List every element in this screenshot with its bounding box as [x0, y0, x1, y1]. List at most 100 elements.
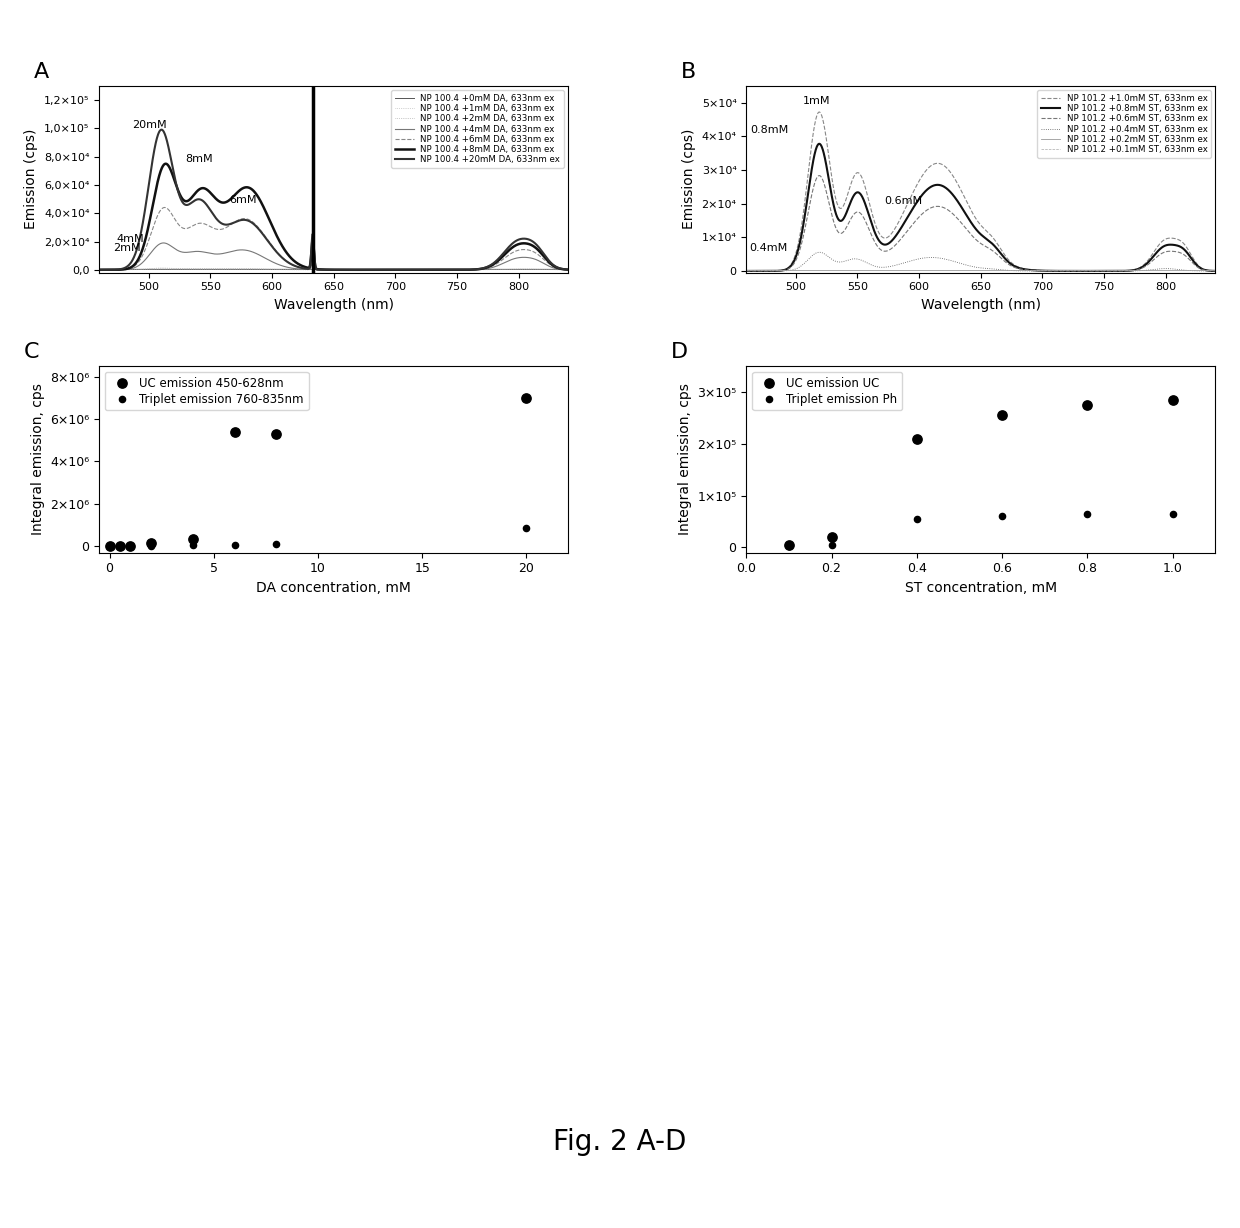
NP 100.4 +2mM DA, 633nm ex: [401, 263, 415, 278]
NP 100.4 +8mM DA, 633nm ex: [548, 259, 563, 274]
NP 101.2 +1.0mM ST, 633nm ex: [967, 209, 982, 223]
NP 100.4 +20mM DA, 633nm ex: [548, 259, 563, 274]
X-axis label: DA concentration, mM: DA concentration, mM: [257, 581, 412, 594]
NP 101.2 +0.6mM ST, 633nm ex: [1208, 264, 1223, 279]
NP 100.4 +0mM DA, 633nm ex: [461, 262, 476, 276]
NP 101.2 +1.0mM ST, 633nm ex: [1109, 264, 1123, 279]
Triplet emission 760-835nm: [184, 535, 203, 555]
NP 101.2 +0.1mM ST, 633nm ex: [955, 263, 970, 278]
NP 101.2 +0.1mM ST, 633nm ex: [1208, 263, 1223, 278]
NP 100.4 +1mM DA, 633nm ex: [547, 263, 562, 278]
NP 100.4 +2mM DA, 633nm ex: [560, 263, 575, 278]
Legend: NP 101.2 +1.0mM ST, 633nm ex, NP 101.2 +0.8mM ST, 633nm ex, NP 101.2 +0.6mM ST, : NP 101.2 +1.0mM ST, 633nm ex, NP 101.2 +…: [1038, 91, 1211, 157]
Line: NP 100.4 +8mM DA, 633nm ex: NP 100.4 +8mM DA, 633nm ex: [99, 163, 568, 270]
Text: 6mM: 6mM: [228, 195, 257, 205]
UC emission 450-628nm: [517, 388, 537, 408]
NP 101.2 +0.8mM ST, 633nm ex: [1208, 264, 1223, 279]
NP 100.4 +8mM DA, 633nm ex: [560, 263, 575, 278]
Text: 0.4mM: 0.4mM: [749, 243, 787, 253]
UC emission UC: [1078, 395, 1097, 415]
NP 101.2 +0.8mM ST, 633nm ex: [763, 264, 777, 279]
Y-axis label: Emission (cps): Emission (cps): [682, 129, 696, 230]
NP 101.2 +1.0mM ST, 633nm ex: [1208, 264, 1223, 279]
NP 101.2 +0.2mM ST, 633nm ex: [739, 263, 754, 278]
UC emission UC: [992, 405, 1012, 425]
NP 100.4 +2mM DA, 633nm ex: [92, 263, 107, 278]
NP 100.4 +20mM DA, 633nm ex: [308, 257, 322, 271]
NP 101.2 +1.0mM ST, 633nm ex: [1194, 260, 1209, 275]
NP 101.2 +0.6mM ST, 633nm ex: [812, 168, 827, 183]
NP 101.2 +0.2mM ST, 633nm ex: [763, 263, 777, 278]
NP 101.2 +0.2mM ST, 633nm ex: [1109, 263, 1123, 278]
Triplet emission 760-835nm: [110, 537, 130, 556]
Triplet emission 760-835nm: [99, 537, 119, 556]
NP 101.2 +0.8mM ST, 633nm ex: [812, 136, 827, 151]
NP 101.2 +0.8mM ST, 633nm ex: [967, 220, 982, 235]
UC emission 450-628nm: [224, 422, 244, 442]
NP 100.4 +2mM DA, 633nm ex: [320, 263, 335, 278]
NP 101.2 +0.2mM ST, 633nm ex: [1208, 263, 1223, 278]
NP 100.4 +1mM DA, 633nm ex: [115, 263, 130, 278]
NP 100.4 +1mM DA, 633nm ex: [461, 263, 476, 278]
NP 100.4 +20mM DA, 633nm ex: [92, 263, 107, 278]
NP 101.2 +0.4mM ST, 633nm ex: [812, 244, 827, 259]
Text: 0.8mM: 0.8mM: [750, 125, 789, 135]
NP 101.2 +0.4mM ST, 633nm ex: [967, 259, 982, 274]
NP 100.4 +20mM DA, 633nm ex: [115, 262, 130, 276]
X-axis label: Wavelength (nm): Wavelength (nm): [921, 298, 1040, 312]
Line: NP 101.2 +1.0mM ST, 633nm ex: NP 101.2 +1.0mM ST, 633nm ex: [746, 112, 1215, 271]
NP 100.4 +0mM DA, 633nm ex: [560, 262, 575, 276]
NP 100.4 +1mM DA, 633nm ex: [155, 262, 170, 276]
UC emission 450-628nm: [120, 535, 140, 555]
Text: 20mM: 20mM: [133, 120, 167, 130]
NP 101.2 +0.6mM ST, 633nm ex: [955, 216, 970, 231]
NP 100.4 +8mM DA, 633nm ex: [547, 259, 562, 274]
Triplet emission 760-835nm: [120, 535, 140, 555]
NP 101.2 +0.2mM ST, 633nm ex: [1194, 263, 1209, 278]
NP 100.4 +2mM DA, 633nm ex: [308, 262, 322, 276]
Legend: UC emission UC, Triplet emission Ph: UC emission UC, Triplet emission Ph: [753, 372, 903, 410]
NP 101.2 +0.4mM ST, 633nm ex: [763, 264, 777, 279]
NP 100.4 +0mM DA, 633nm ex: [92, 262, 107, 276]
NP 100.4 +4mM DA, 633nm ex: [92, 263, 107, 278]
Text: A: A: [33, 63, 48, 82]
NP 100.4 +4mM DA, 633nm ex: [320, 263, 335, 278]
NP 100.4 +20mM DA, 633nm ex: [402, 263, 417, 278]
NP 101.2 +1.0mM ST, 633nm ex: [812, 104, 827, 119]
UC emission 450-628nm: [267, 424, 286, 443]
NP 100.4 +8mM DA, 633nm ex: [92, 263, 107, 278]
NP 101.2 +0.2mM ST, 633nm ex: [1194, 263, 1209, 278]
NP 100.4 +0mM DA, 633nm ex: [308, 262, 322, 276]
Triplet emission Ph: [1078, 503, 1097, 523]
Line: NP 100.4 +2mM DA, 633nm ex: NP 100.4 +2mM DA, 633nm ex: [99, 268, 568, 270]
UC emission UC: [1163, 389, 1183, 409]
NP 101.2 +0.2mM ST, 633nm ex: [967, 263, 982, 278]
UC emission 450-628nm: [99, 537, 119, 556]
NP 100.4 +1mM DA, 633nm ex: [320, 263, 335, 278]
NP 100.4 +2mM DA, 633nm ex: [115, 263, 130, 278]
NP 101.2 +1.0mM ST, 633nm ex: [739, 264, 754, 279]
Legend: UC emission 450-628nm, Triplet emission 760-835nm: UC emission 450-628nm, Triplet emission …: [105, 372, 309, 410]
NP 100.4 +20mM DA, 633nm ex: [320, 263, 335, 278]
NP 101.2 +0.1mM ST, 633nm ex: [1194, 263, 1209, 278]
NP 101.2 +0.1mM ST, 633nm ex: [763, 263, 777, 278]
NP 100.4 +2mM DA, 633nm ex: [547, 263, 562, 278]
Text: D: D: [671, 343, 688, 362]
NP 101.2 +0.8mM ST, 633nm ex: [1109, 264, 1123, 279]
NP 100.4 +1mM DA, 633nm ex: [548, 263, 563, 278]
NP 100.4 +6mM DA, 633nm ex: [115, 262, 130, 276]
NP 100.4 +20mM DA, 633nm ex: [560, 263, 575, 278]
NP 101.2 +0.4mM ST, 633nm ex: [1208, 264, 1223, 279]
UC emission UC: [779, 535, 799, 555]
NP 100.4 +8mM DA, 633nm ex: [159, 156, 174, 171]
NP 101.2 +0.6mM ST, 633nm ex: [763, 264, 777, 279]
Triplet emission 760-835nm: [224, 535, 244, 555]
NP 100.4 +4mM DA, 633nm ex: [548, 260, 563, 275]
Legend: NP 100.4 +0mM DA, 633nm ex, NP 100.4 +1mM DA, 633nm ex, NP 100.4 +2mM DA, 633nm : NP 100.4 +0mM DA, 633nm ex, NP 100.4 +1m…: [391, 91, 564, 168]
NP 100.4 +6mM DA, 633nm ex: [320, 263, 335, 278]
NP 101.2 +0.6mM ST, 633nm ex: [1194, 262, 1209, 276]
NP 101.2 +1.0mM ST, 633nm ex: [955, 185, 970, 200]
NP 100.4 +0mM DA, 633nm ex: [115, 262, 130, 276]
NP 101.2 +0.4mM ST, 633nm ex: [1109, 264, 1123, 279]
Triplet emission Ph: [1163, 503, 1183, 523]
